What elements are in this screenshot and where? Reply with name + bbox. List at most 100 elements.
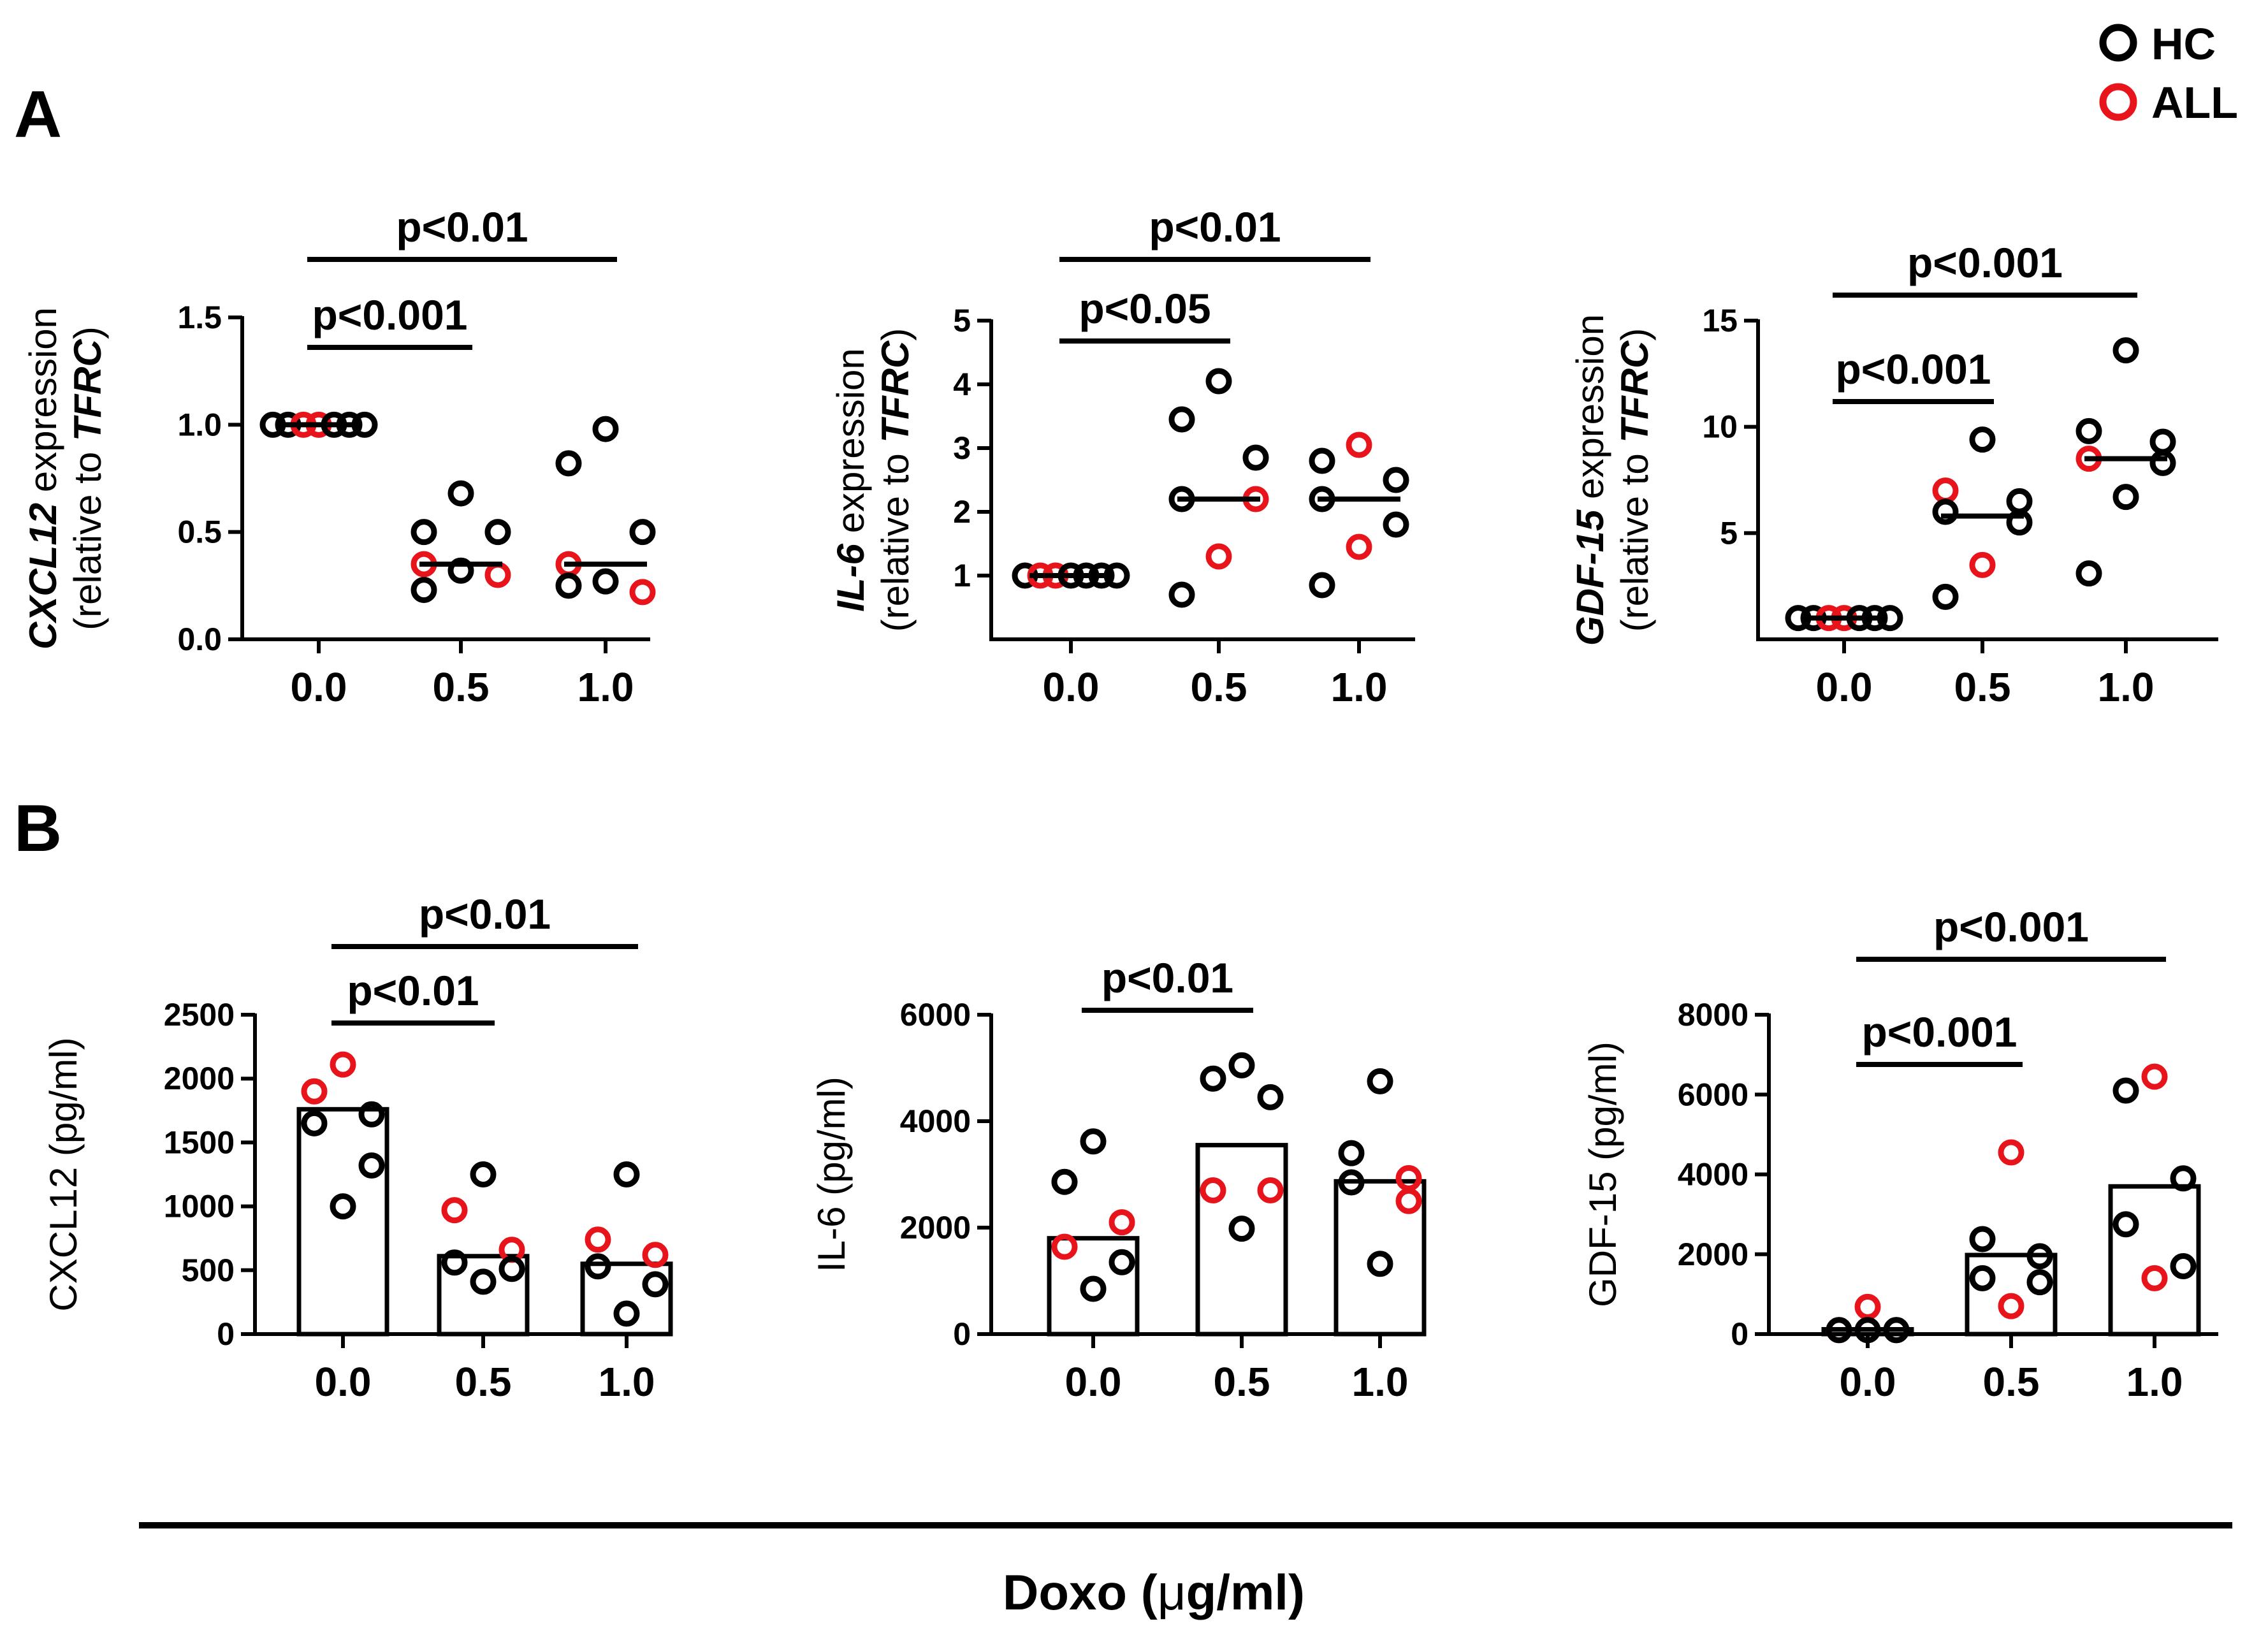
data-point-hc xyxy=(330,1193,356,1220)
y-axis-gene: GDF-15 xyxy=(1569,509,1611,646)
data-point-hc xyxy=(1080,1275,1107,1302)
data-point-all xyxy=(1200,1177,1226,1204)
y-tick-label: 1.0 xyxy=(177,407,222,442)
x-tick-label: 1.0 xyxy=(599,1359,655,1405)
data-point-hc xyxy=(1205,368,1232,395)
y-axis-label-line2: (relative to TFRC) xyxy=(1613,328,1656,632)
legend-marker-hc xyxy=(2099,24,2137,62)
x-tick-label: 0.0 xyxy=(1840,1359,1896,1405)
data-point-all xyxy=(642,1242,669,1268)
data-point-hc xyxy=(2075,417,2102,444)
y-tick-label: 2000 xyxy=(1678,1237,1748,1272)
data-point-all xyxy=(1395,1165,1422,1191)
data-point-hc xyxy=(484,519,511,546)
data-point-all xyxy=(1998,1139,2024,1166)
chart-b1: 0 500 1000 1500 2000 2500 0.0 0.5 1.0 p<0.01 p<0.0… xyxy=(42,890,673,1405)
data-point-hc xyxy=(1338,1140,1365,1166)
p-value-label: p<0.001 xyxy=(1861,1008,2017,1056)
data-point-all xyxy=(1109,1209,1135,1236)
y-tick-label: 4000 xyxy=(900,1103,971,1139)
data-point-hc xyxy=(358,1152,385,1179)
y-axis-line2-gene: TFRC xyxy=(874,340,917,443)
y-tick-label: 1000 xyxy=(164,1189,235,1224)
data-point-hc xyxy=(555,572,582,599)
data-point-hc xyxy=(2026,1243,2053,1270)
legend-label-all: ALL xyxy=(2151,78,2238,127)
x-tick-label: 1.0 xyxy=(1331,664,1388,710)
data-point-hc xyxy=(2112,1077,2139,1104)
data-point-all xyxy=(1854,1293,1881,1320)
data-point-hc xyxy=(470,1161,497,1187)
x-tick-label: 0.5 xyxy=(1954,664,2011,710)
y-axis-line2-gene: TFRC xyxy=(1613,340,1656,443)
x-tick-label: 0.0 xyxy=(1816,664,1873,710)
y-axis-line2-suffix: ) xyxy=(1613,328,1656,341)
data-point-hc xyxy=(1969,426,1996,453)
p-value-label: p<0.01 xyxy=(347,967,479,1014)
p-value-label: p<0.01 xyxy=(1101,954,1233,1001)
data-point-hc xyxy=(1051,1168,1078,1195)
data-point-hc xyxy=(2006,488,2033,514)
chart-a1: 0.0 0.5 1.0 1.5 0.0 0.5 1.0 p<0.001 p<0.01 CXCL12… xyxy=(22,203,656,710)
data-point-hc xyxy=(1854,1317,1881,1344)
panel-a-label: A xyxy=(14,78,62,152)
data-point-hc xyxy=(2170,1165,2197,1192)
bar xyxy=(1965,1252,2058,1337)
p-value-label: p<0.01 xyxy=(396,203,528,250)
data-point-hc xyxy=(301,1110,328,1136)
y-axis-label-line2: (relative to TFRC) xyxy=(874,328,917,632)
data-point-all xyxy=(301,1078,328,1105)
data-point-hc xyxy=(1168,406,1195,433)
bar xyxy=(296,1107,389,1337)
data-point-all xyxy=(1205,543,1232,570)
data-point-hc xyxy=(411,577,437,604)
y-axis-line2-gene: TFRC xyxy=(66,338,109,441)
y-tick-label: 5 xyxy=(953,303,971,338)
data-point-all xyxy=(1932,477,1959,504)
data-point-all xyxy=(1257,1177,1284,1204)
bar xyxy=(1334,1179,1427,1337)
data-point-hc xyxy=(1228,1216,1255,1242)
y-tick-label: 4000 xyxy=(1678,1157,1748,1193)
p-value-label: p<0.01 xyxy=(1149,203,1281,250)
x-axis-label-doxo: Doxo (μg/ml) xyxy=(1003,1564,1305,1620)
data-point-hc xyxy=(2149,428,2176,455)
y-tick-label: 4 xyxy=(953,367,971,402)
data-point-hc xyxy=(585,1253,611,1280)
y-tick-label: 6000 xyxy=(1678,1077,1748,1112)
data-point-hc xyxy=(592,416,619,442)
x-tick-label: 0.0 xyxy=(315,1359,372,1405)
data-point-all xyxy=(1051,1233,1078,1260)
y-axis-label: IL-6 expression xyxy=(829,348,872,612)
y-tick-label: 1 xyxy=(953,558,971,593)
y-tick-label: 2000 xyxy=(164,1061,235,1096)
data-point-hc xyxy=(447,480,474,507)
data-point-hc xyxy=(2149,449,2176,476)
data-point-hc xyxy=(629,519,656,546)
data-point-hc xyxy=(1969,1265,1996,1291)
y-axis-label-rest: expression xyxy=(829,348,872,544)
data-point-all xyxy=(1969,551,1996,578)
data-point-hc xyxy=(2170,1253,2197,1280)
bar xyxy=(1821,1326,1914,1337)
x-tick-label: 0.0 xyxy=(291,664,347,710)
y-axis-gene: IL-6 xyxy=(829,543,872,611)
data-point-hc xyxy=(592,568,619,595)
y-tick-label: 1500 xyxy=(164,1124,235,1160)
x-tick-label: 1.0 xyxy=(2098,664,2155,710)
x-axis-label-suffix: g/ml) xyxy=(1186,1564,1305,1620)
p-value-label: p<0.001 xyxy=(1933,903,2089,950)
data-point-hc xyxy=(1168,581,1195,608)
y-tick-label: 2500 xyxy=(164,997,235,1033)
data-point-hc xyxy=(1932,583,1959,610)
chart-b2: 0 2000 4000 6000 0.0 0.5 1.0 p<0.01 IL-6 (pg/ml) xyxy=(810,954,1427,1405)
p-value-label: p<0.01 xyxy=(419,890,551,938)
y-axis-line2-suffix: ) xyxy=(874,328,917,341)
p-value-label: p<0.001 xyxy=(1907,239,2063,286)
data-point-hc xyxy=(1883,1317,1910,1344)
x-tick-label: 0.5 xyxy=(1983,1359,2040,1405)
data-point-hc xyxy=(441,1249,468,1276)
x-tick-label: 0.5 xyxy=(455,1359,512,1405)
x-tick-label: 1.0 xyxy=(1352,1359,1409,1405)
